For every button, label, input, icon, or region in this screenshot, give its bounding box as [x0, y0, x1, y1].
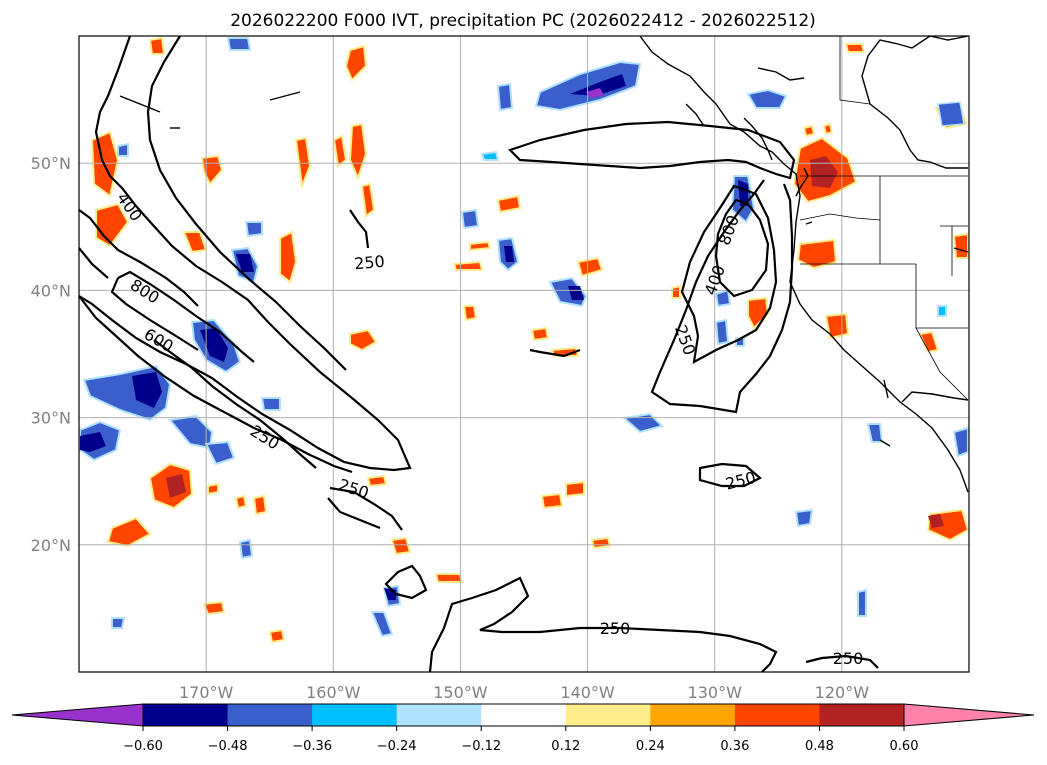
colorbar-tick-label: 0.60 [890, 739, 919, 754]
lat-tick-label: 20°N [31, 536, 71, 555]
state-borders [799, 36, 969, 401]
ivt-contours [78, 35, 879, 673]
colorbar-bin [734, 704, 820, 726]
latitude-labels: 20°N 30°N 40°N 50°N [31, 154, 71, 555]
lon-tick-label: 160°W [306, 683, 361, 702]
contour-label: 250 [833, 649, 864, 668]
colorbar-bin [227, 704, 313, 726]
map-panel: 400 250 800 600 250 250 800 400 250 250 … [78, 35, 970, 673]
lon-tick-label: 120°W [815, 683, 870, 702]
map-frame [78, 35, 970, 673]
colorbar-outline [142, 703, 905, 727]
colorbar-extend-low [11, 703, 144, 727]
lon-tick-label: 170°W [179, 683, 234, 702]
colorbar-bin [396, 704, 482, 726]
contour-label: 250 [353, 252, 385, 274]
colorbar-tick-label: 0.12 [551, 739, 580, 754]
colorbar-bin [481, 704, 567, 726]
lat-tick-label: 40°N [31, 281, 71, 300]
colorbar-tick-label: 0.24 [636, 739, 665, 754]
colorbar-bin [565, 704, 651, 726]
lon-tick-label: 130°W [688, 683, 743, 702]
colorbar-extend-high [903, 703, 1035, 727]
colorbar-tick-label: −0.36 [292, 739, 332, 754]
colorbar-tick-label: −0.60 [123, 739, 163, 754]
lat-tick-label: 30°N [31, 409, 71, 428]
colorbar-tick-label: −0.12 [461, 739, 501, 754]
colorbar-tick-label: −0.24 [377, 739, 417, 754]
lat-tick-label: 50°N [31, 154, 71, 173]
colorbar-ticks: −0.60 −0.48 −0.36 −0.24 −0.12 0.12 0.24 0.36 0.4… [123, 726, 918, 754]
colorbar-bin [650, 704, 736, 726]
colorbar-bin [819, 704, 905, 726]
figure-title: 2026022200 F000 IVT, precipitation PC (2… [230, 11, 816, 31]
colorbar-tick-label: 0.36 [720, 739, 749, 754]
gridlines [79, 36, 969, 672]
coastlines [119, 35, 969, 493]
colorbar-bin [312, 704, 398, 726]
colorbar [11, 703, 1035, 727]
colorbar-tick-label: −0.48 [208, 739, 248, 754]
lon-tick-label: 150°W [433, 683, 488, 702]
lon-tick-label: 140°W [560, 683, 615, 702]
colorbar-tick-label: 0.48 [805, 739, 834, 754]
longitude-labels: 170°W 160°W 150°W 140°W 130°W 120°W [179, 683, 869, 702]
colorbar-bin [143, 704, 229, 726]
precip-negative-areas [79, 37, 969, 638]
contour-label: 250 [600, 619, 631, 638]
